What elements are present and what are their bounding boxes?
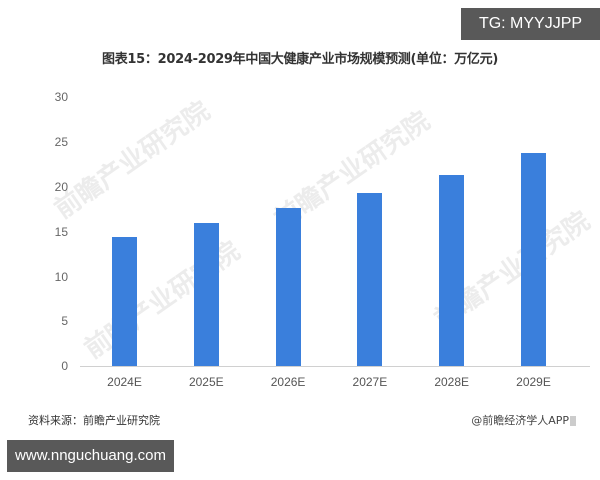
bar-2025E xyxy=(193,223,219,366)
bar-2026E xyxy=(275,208,301,366)
watermark: 前瞻产业研究院 xyxy=(79,236,246,366)
tg-watermark-badge: TG: MYYJJPP xyxy=(461,8,600,40)
credit-marker xyxy=(570,416,576,426)
y-tick: 15 xyxy=(54,225,68,239)
x-axis-line xyxy=(80,366,590,367)
y-tick: 20 xyxy=(54,180,68,194)
y-tick: 5 xyxy=(61,314,68,328)
y-tick: 10 xyxy=(54,270,68,284)
y-tick: 0 xyxy=(61,359,68,373)
x-tick-label: 2026E xyxy=(270,375,306,389)
bar-2027E xyxy=(357,192,383,366)
x-tick-label: 2028E xyxy=(434,375,470,389)
y-tick: 30 xyxy=(54,90,68,104)
x-tick-label: 2029E xyxy=(516,375,551,389)
credit-note: @前瞻经济学人APP xyxy=(471,412,576,428)
x-tick-label: 2024E xyxy=(107,375,142,389)
watermark: 前瞻产业研究院 xyxy=(49,96,216,226)
x-tick-label: 2025E xyxy=(188,375,224,389)
bar-2029E xyxy=(521,153,546,366)
url-watermark-badge: www.nnguchuang.com xyxy=(7,440,174,472)
bar-2024E xyxy=(112,236,137,366)
chart-title: 图表15：2024-2029年中国大健康产业市场规模预测(单位：万亿元) xyxy=(102,52,498,67)
x-tick-label: 2027E xyxy=(352,375,388,389)
credit-text: @前瞻经济学人APP xyxy=(471,414,569,427)
y-tick: 25 xyxy=(54,135,68,149)
source-note: 资料来源：前瞻产业研究院 xyxy=(28,414,160,427)
bar-2028E xyxy=(439,175,465,366)
